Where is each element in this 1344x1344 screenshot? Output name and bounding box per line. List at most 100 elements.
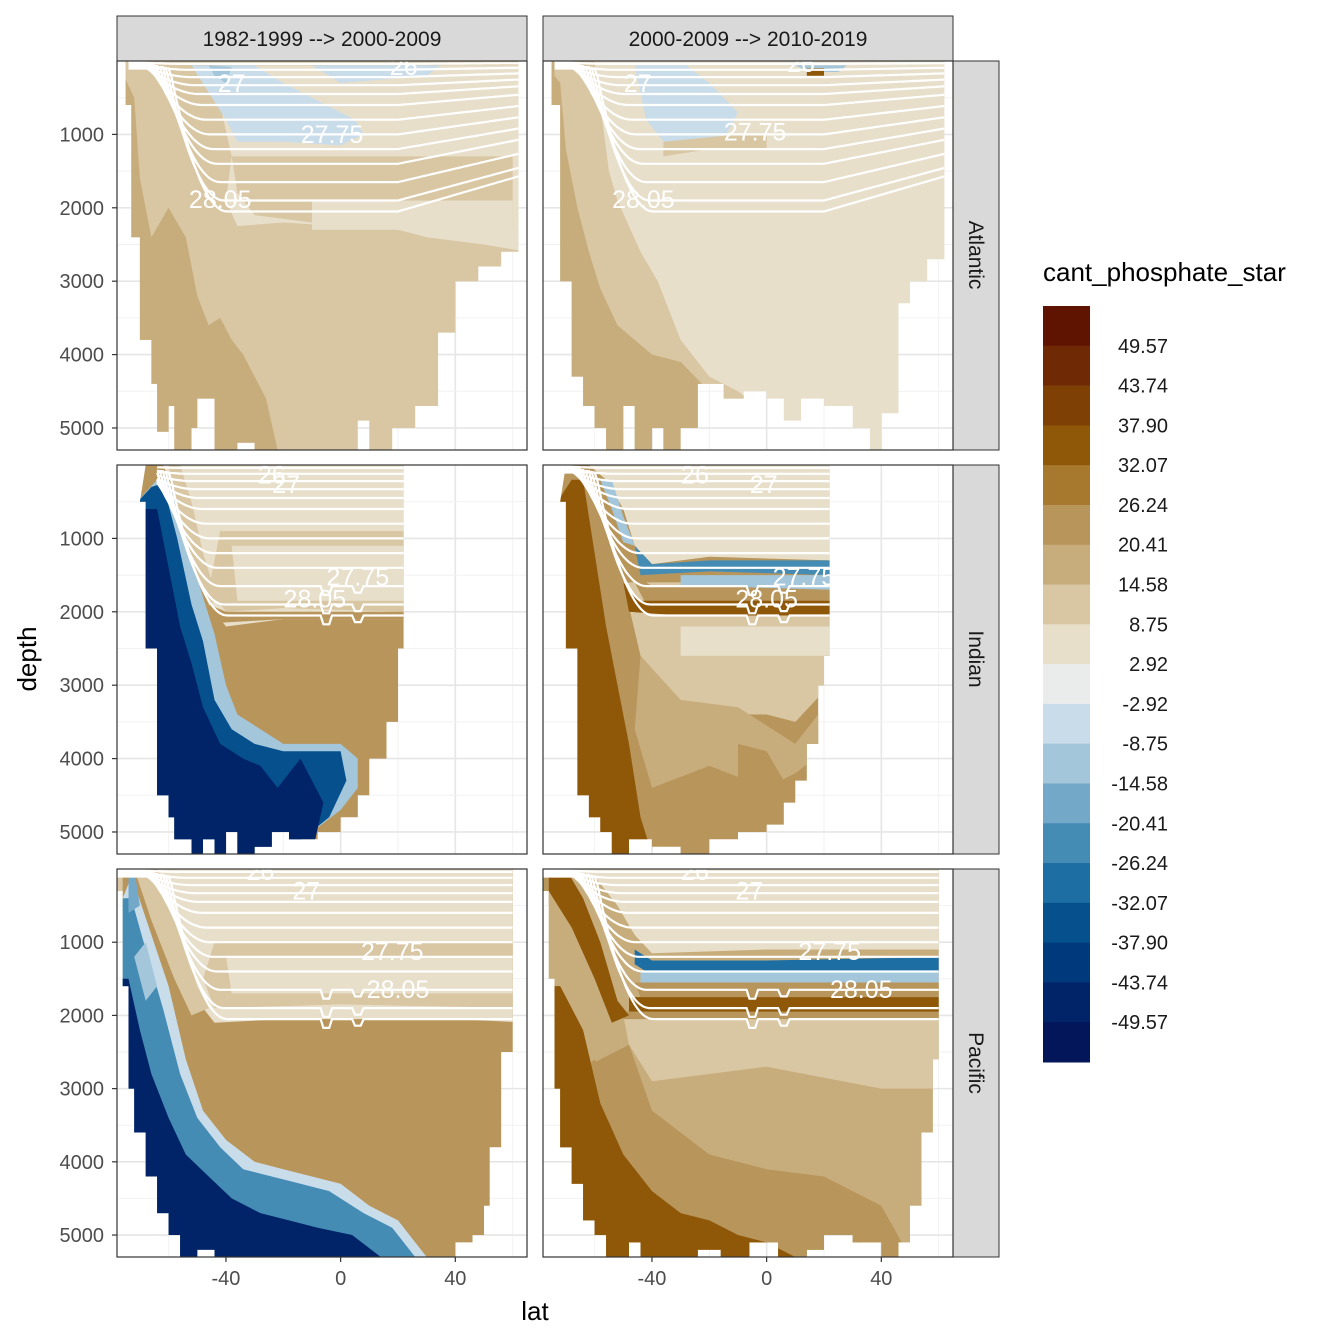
- y-tick-label: 2000: [60, 1005, 105, 1027]
- y-tick-label: 3000: [60, 1079, 105, 1101]
- legend-swatch: [1043, 743, 1090, 784]
- contour-band: [629, 571, 830, 605]
- isopycnal-label: 26: [787, 50, 815, 78]
- facet-strip-row-1: Indian: [952, 464, 1000, 855]
- panel-atlantic-period-1: 26 27 27.75 28.05: [117, 61, 527, 450]
- legend: cant_phosphate_star 49.57 43.74 37.90 32.07…: [1043, 257, 1286, 1063]
- legend-swatch: [1043, 306, 1090, 347]
- facet-strip-row-2: Pacific: [952, 868, 1000, 1258]
- contour-fill: [139, 465, 404, 854]
- legend-swatch: [1043, 703, 1090, 745]
- contour-band: [548, 869, 629, 1023]
- panel-atlantic-period-2: 26 27 27.75 28.05: [543, 50, 953, 450]
- isopycnal-lines: [543, 869, 939, 1029]
- legend-swatch: [1043, 783, 1090, 824]
- isopycnal-label: 27.75: [327, 563, 390, 591]
- isopycnal-label: 27.75: [798, 938, 861, 966]
- legend-label: 37.90: [1118, 415, 1168, 437]
- contour-band: [128, 869, 140, 913]
- legend-swatch: [1043, 863, 1090, 904]
- y-tick-label: 5000: [60, 822, 105, 844]
- legend-swatch: [1043, 902, 1090, 944]
- panel-borders: [116, 60, 954, 1258]
- x-tick-label: 40: [870, 1268, 892, 1290]
- facet-label-row-1: Indian: [964, 630, 987, 687]
- isopycnal-lines: [560, 465, 830, 626]
- isopycnal-label: 27: [736, 878, 764, 906]
- contour-fill: [551, 61, 945, 450]
- y-tick-label: 4000: [60, 345, 105, 367]
- facet-label-row-2: Pacific: [964, 1032, 987, 1094]
- legend-label: 49.57: [1118, 336, 1168, 358]
- legend-label: -20.41: [1111, 813, 1168, 835]
- contour-band: [134, 942, 158, 1001]
- y-axis-title: depth: [12, 626, 42, 691]
- legend-swatch: [1043, 624, 1090, 665]
- isopycnal-label: 28.05: [735, 585, 798, 613]
- facet-strip-col-0: 1982-1999 --> 2000-2009: [116, 15, 528, 62]
- panel-pacific-period-1: 26 27 27.75 28.05: [117, 858, 527, 1257]
- contour-band: [680, 626, 830, 656]
- contour-fill: [125, 61, 519, 450]
- y-tick-label: 1000: [60, 932, 105, 954]
- contour-band: [551, 61, 555, 98]
- contour-fill: [543, 869, 939, 1257]
- contour-band: [312, 200, 513, 230]
- isopycnal-label: 27.75: [773, 563, 836, 591]
- legend-swatch: [1043, 1022, 1090, 1063]
- legend-swatch: [1043, 465, 1090, 506]
- isopycnal-label: 26: [681, 858, 709, 886]
- legend-labels: 49.57 43.74 37.90 32.07 26.24 20.41 14.58 8.75 2…: [1111, 336, 1168, 1034]
- y-tick-label: 1000: [60, 124, 105, 146]
- y-axes: 1000 2000 3000 4000 5000 1000 2000 3000 4000 5000…: [60, 124, 117, 1247]
- isopycnal-label: 26: [258, 461, 286, 489]
- y-tick-label: 1000: [60, 528, 105, 550]
- isopycnal-label: 28.05: [189, 186, 252, 214]
- y-tick-label: 4000: [60, 1152, 105, 1174]
- isopycnal-lines: [554, 61, 945, 213]
- legend-label: -26.24: [1111, 853, 1168, 875]
- legend-label: 32.07: [1118, 455, 1168, 477]
- x-tick-label: 0: [335, 1268, 346, 1290]
- y-tick-label: 3000: [60, 675, 105, 697]
- panel-pacific-period-2: 26 27 27.75 28.05: [543, 858, 953, 1257]
- y-tick-label: 3000: [60, 271, 105, 293]
- contour-band: [208, 604, 404, 623]
- legend-label: 43.74: [1118, 376, 1168, 398]
- legend-label: -43.74: [1111, 972, 1168, 994]
- isopycnal-label: 28.05: [367, 976, 430, 1004]
- isopycnal-labels: 26 27 27.75 28.05: [246, 858, 430, 1004]
- contour-band: [629, 997, 939, 1012]
- isopycnal-label: 27.75: [301, 121, 364, 149]
- isopycnal-label: 27.75: [361, 938, 424, 966]
- facet-label-col-1: 2000-2009 --> 2010-2019: [629, 28, 868, 51]
- y-tick-label: 2000: [60, 602, 105, 624]
- isopycnal-label: 27: [292, 878, 320, 906]
- isopycnal-label: 27: [624, 70, 652, 98]
- x-tick-label: 0: [761, 1268, 772, 1290]
- contour-band: [551, 61, 733, 450]
- facet-strip-col-1: 2000-2009 --> 2010-2019: [542, 15, 954, 62]
- contour-band: [738, 743, 784, 818]
- legend-label: 8.75: [1129, 614, 1168, 636]
- contour-band: [117, 978, 381, 1257]
- contour-band: [663, 134, 767, 157]
- legend-title: cant_phosphate_star: [1043, 257, 1286, 287]
- isopycnal-label: 27.75: [724, 118, 787, 146]
- legend-swatch: [1043, 584, 1090, 625]
- contour-fill: [560, 465, 830, 854]
- legend-label: 26.24: [1118, 495, 1168, 517]
- contour-fill: [117, 869, 513, 1257]
- isopycnal-label: 26: [246, 858, 274, 886]
- legend-swatch: [1043, 982, 1090, 1023]
- contour-band: [634, 655, 824, 788]
- facet-label-col-0: 1982-1999 --> 2000-2009: [203, 28, 442, 51]
- facet-label-row-0: Atlantic: [964, 221, 987, 290]
